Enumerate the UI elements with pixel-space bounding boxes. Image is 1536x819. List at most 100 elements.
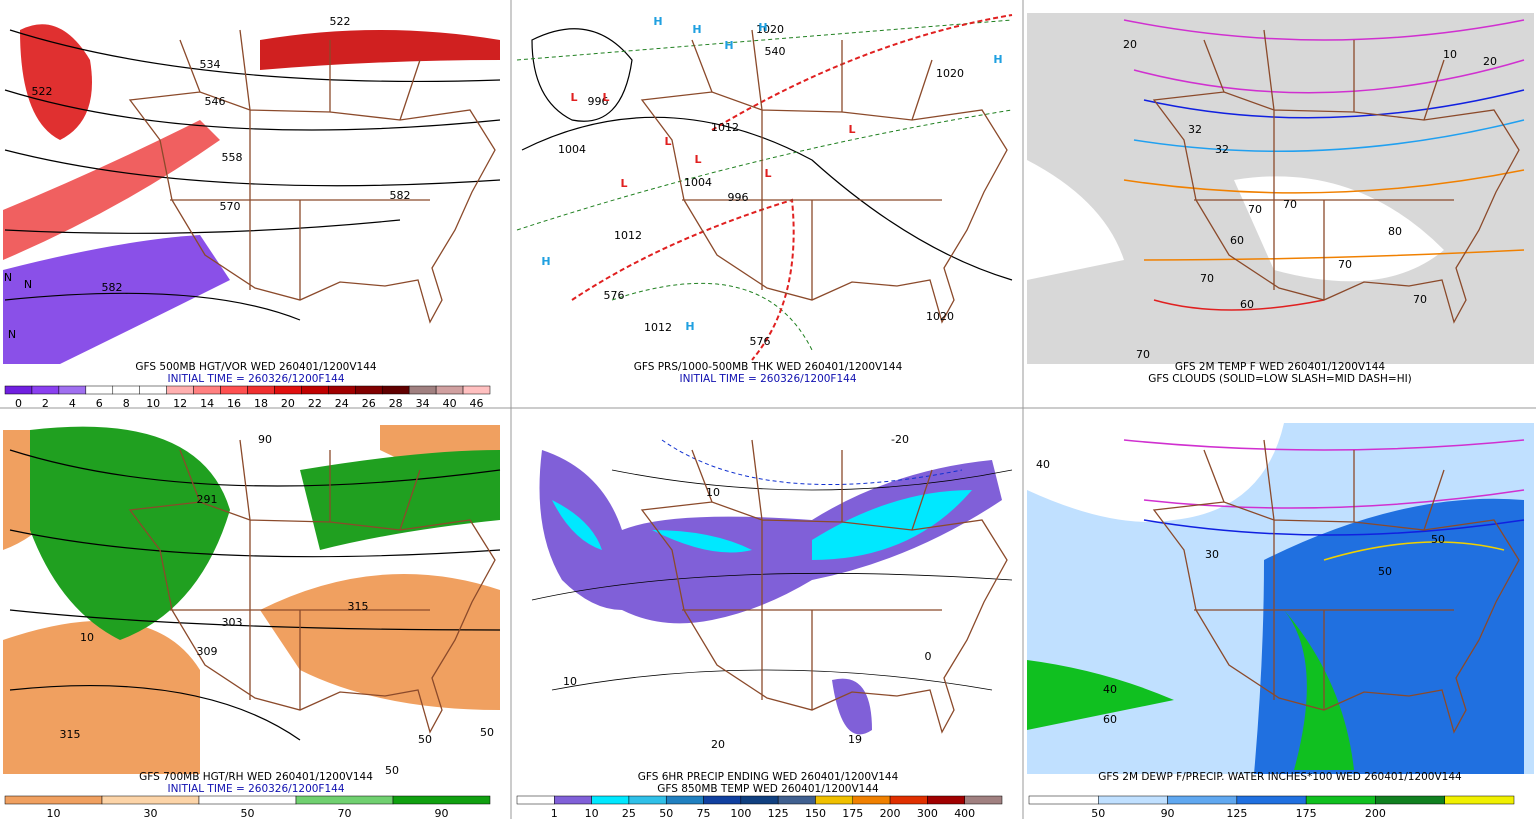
colorbar-swatch	[628, 795, 667, 805]
colorbar-label: 24	[335, 397, 349, 410]
colorbar-swatch	[665, 795, 704, 805]
colorbar-label: 46	[470, 397, 484, 410]
contour-label: 540	[765, 45, 786, 58]
caption: GFS 2M TEMP F WED 260401/1200V144	[1175, 361, 1386, 373]
pressure-center: H	[685, 320, 694, 333]
contour-label: 10	[706, 486, 720, 499]
colorbar-swatch	[591, 795, 630, 805]
contour-label: 10	[563, 675, 577, 688]
contour-label: 90	[258, 433, 272, 446]
contour-label: 1004	[558, 143, 586, 156]
contour-label: 60	[1240, 298, 1254, 311]
initial-time: INITIAL TIME = 260326/1200F144	[167, 373, 344, 385]
colorbar-label: 400	[954, 807, 975, 819]
colorbar-swatch	[355, 385, 383, 395]
contour-label: 996	[728, 191, 749, 204]
colorbar-label: 90	[435, 807, 449, 819]
pressure-center: L	[694, 153, 701, 166]
pressure-center: L	[620, 177, 627, 190]
contour-label: 309	[197, 645, 218, 658]
caption: GFS 850MB TEMP WED 260401/1200V144	[657, 783, 879, 795]
contour-label: 32	[1215, 143, 1229, 156]
colorbar-swatch	[852, 795, 891, 805]
contour-label: 20	[711, 738, 725, 751]
caption: GFS 6HR PRECIP ENDING WED 260401/1200V14…	[638, 771, 899, 783]
contour-label: 20	[1123, 38, 1137, 51]
panel-sfc	[515, 13, 1022, 364]
colorbar-swatch	[1444, 795, 1515, 805]
colorbar-swatch	[516, 795, 555, 805]
colorbar-label: 2	[42, 397, 49, 410]
pressure-center: L	[848, 123, 855, 136]
colorbar-swatch	[295, 795, 394, 805]
contour-label: 20	[1483, 55, 1497, 68]
contour-label: N	[4, 271, 12, 284]
contour-label: 291	[197, 493, 218, 506]
contour-label: N	[8, 328, 16, 341]
colorbar-label: 16	[227, 397, 241, 410]
contour-label: 70	[1200, 272, 1214, 285]
colorbar-label: 200	[880, 807, 901, 819]
colorbar-label: 8	[123, 397, 130, 410]
colorbar-swatch	[964, 795, 1003, 805]
initial-time: INITIAL TIME = 260326/1200F144	[167, 783, 344, 795]
contour-label: 996	[588, 95, 609, 108]
colorbar-label: 10	[47, 807, 61, 819]
contour-label: 50	[385, 764, 399, 777]
contour-label: 40	[1036, 458, 1050, 471]
colorbar-label: 22	[308, 397, 322, 410]
contour-label: 534	[200, 58, 221, 71]
colorbar-swatch	[554, 795, 592, 805]
contour-label: 80	[1388, 225, 1402, 238]
colorbar-swatch	[1167, 795, 1238, 805]
colorbar-label: 300	[917, 807, 938, 819]
panel-dewpoint	[1027, 423, 1534, 774]
colorbar-swatch	[101, 795, 200, 805]
colorbar-swatch	[435, 385, 464, 395]
contour-label: 1012	[614, 229, 642, 242]
colorbar-swatch	[381, 385, 410, 395]
caption: GFS 700MB HGT/RH WED 260401/1200V144	[139, 771, 373, 783]
colorbar-label: 14	[200, 397, 214, 410]
initial-time: INITIAL TIME = 260326/1200F144	[679, 373, 856, 385]
colorbar-swatch	[889, 795, 928, 805]
colorbar-label: 34	[416, 397, 430, 410]
colorbar-label: 75	[697, 807, 711, 819]
colorbar-swatch	[462, 385, 491, 395]
colorbar-swatch	[166, 385, 194, 395]
colorbar-swatch	[1305, 795, 1376, 805]
pressure-center: H	[541, 255, 550, 268]
colorbar-label: 28	[389, 397, 403, 410]
contour-label: 582	[390, 189, 411, 202]
contour-label: 40	[1103, 683, 1117, 696]
contour-label: 60	[1230, 234, 1244, 247]
colorbar-swatch	[927, 795, 965, 805]
colorbar-label: 1	[551, 807, 558, 819]
pressure-center: L	[602, 91, 609, 104]
contour-label: 522	[330, 15, 351, 28]
contour-label: 1020	[926, 310, 954, 323]
caption: GFS 2M DEWP F/PRECIP. WATER INCHES*100 W…	[1098, 771, 1462, 783]
contour-label: 1020	[936, 67, 964, 80]
colorbar-swatch	[703, 795, 742, 805]
colorbar-swatch	[247, 385, 275, 395]
contour-label: 570	[220, 200, 241, 213]
colorbar-swatch	[301, 385, 329, 395]
colorbar-swatch	[408, 385, 437, 395]
colorbar-label: 200	[1365, 807, 1386, 819]
contour-label: 1012	[711, 121, 739, 134]
panel-precip	[515, 423, 1022, 774]
contour-label: 10	[80, 631, 94, 644]
colorbar-swatch	[328, 385, 356, 395]
pressure-center: H	[653, 15, 662, 28]
colorbar-label: 26	[362, 397, 376, 410]
contour-label: 1020	[756, 23, 784, 36]
colorbar-swatch	[31, 385, 60, 395]
colorbar-label: 10	[146, 397, 160, 410]
contour-label: 1004	[684, 176, 712, 189]
pressure-center: H	[692, 23, 701, 36]
contour-label: 70	[1248, 203, 1262, 216]
colorbar-label: 175	[1296, 807, 1317, 819]
colorbar-label: 90	[1161, 807, 1175, 819]
